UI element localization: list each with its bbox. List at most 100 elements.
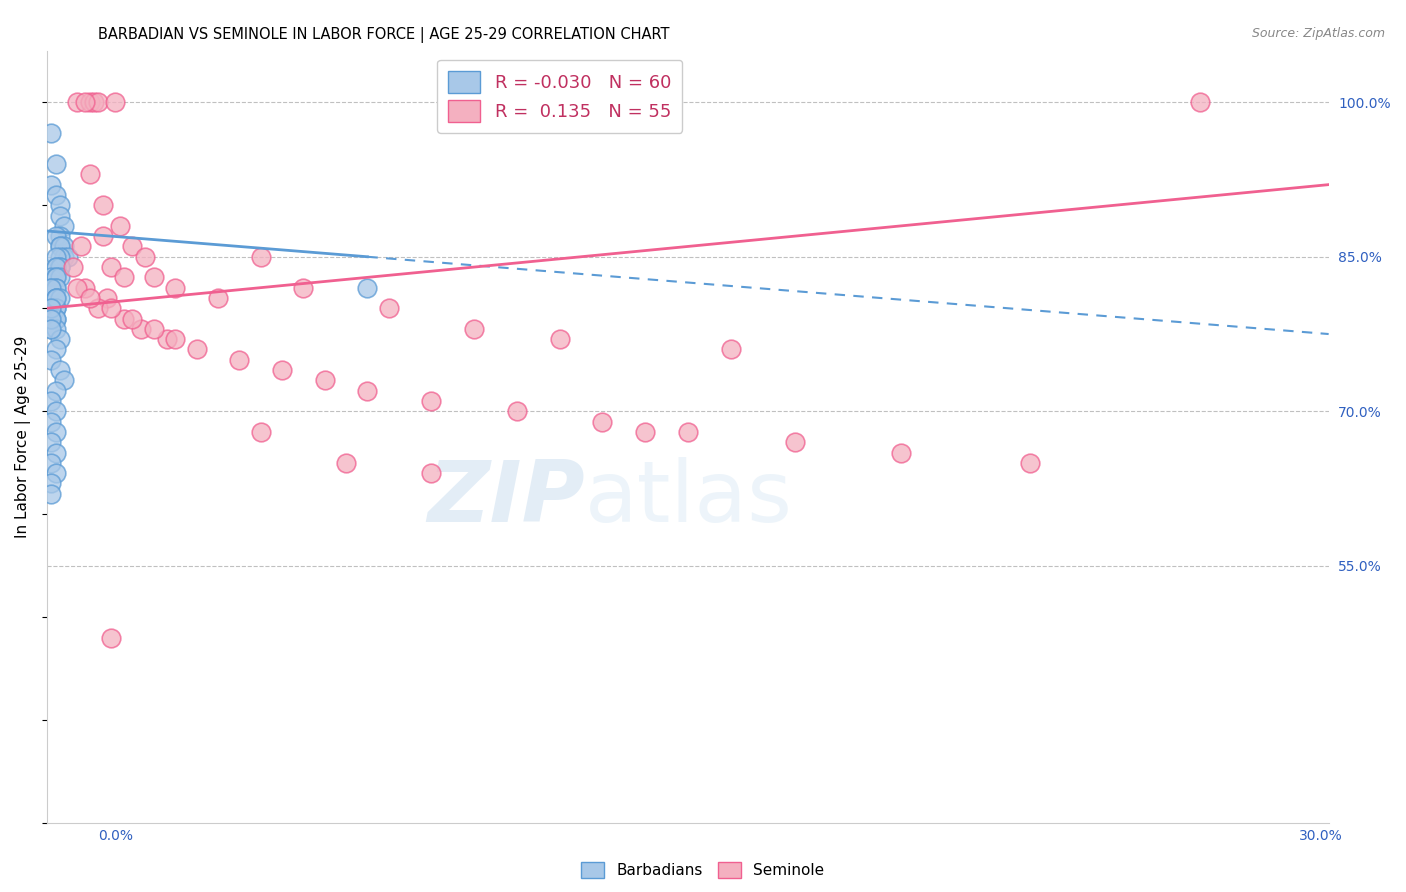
Point [49,239,72,253]
Point [890,445,912,459]
Point [66,281,89,295]
Point [44,291,66,305]
Point [44,384,66,398]
Point [44,311,66,326]
Point [96,291,118,305]
Point [463,322,485,336]
Point [53,373,76,387]
Legend: Barbadians, Seminole: Barbadians, Seminole [575,856,831,884]
Text: Source: ZipAtlas.com: Source: ZipAtlas.com [1251,27,1385,40]
Point [104,95,127,110]
Point [83,95,105,110]
Point [87,301,110,316]
Point [100,260,122,274]
Point [112,270,135,285]
Point [49,270,72,285]
Point [39,178,62,192]
Text: ZIP: ZIP [427,458,585,541]
Point [335,456,357,470]
Point [207,291,229,305]
Point [39,487,62,501]
Point [87,95,110,110]
Point [44,291,66,305]
Point [134,250,156,264]
Point [356,281,378,295]
Point [49,239,72,253]
Point [676,425,699,439]
Point [44,343,66,357]
Point [91,229,114,244]
Point [249,250,271,264]
Point [591,415,613,429]
Point [39,301,62,316]
Point [142,322,165,336]
Point [91,198,114,212]
Point [39,456,62,470]
Point [44,291,66,305]
Point [39,311,62,326]
Point [356,384,378,398]
Point [165,332,187,346]
Point [165,281,187,295]
Point [548,332,571,346]
Point [49,260,72,274]
Point [420,466,443,480]
Point [39,352,62,367]
Point [44,322,66,336]
Point [44,404,66,418]
Point [39,281,62,295]
Point [49,229,72,244]
Text: 30.0%: 30.0% [1299,829,1343,843]
Point [44,270,66,285]
Point [108,219,131,233]
Point [39,311,62,326]
Point [62,260,84,274]
Point [49,198,72,212]
Point [39,322,62,336]
Point [44,311,66,326]
Point [39,301,62,316]
Point [129,322,152,336]
Point [44,250,66,264]
Point [112,311,135,326]
Point [155,332,177,346]
Point [49,332,72,346]
Point [44,301,66,316]
Text: 0.0%: 0.0% [98,829,134,843]
Point [186,343,208,357]
Point [292,281,315,295]
Point [1189,95,1212,110]
Point [1018,456,1040,470]
Point [53,250,76,264]
Point [66,95,89,110]
Point [49,363,72,377]
Point [39,394,62,409]
Point [377,301,399,316]
Point [39,281,62,295]
Point [44,229,66,244]
Point [53,219,76,233]
Point [53,239,76,253]
Point [39,270,62,285]
Point [44,188,66,202]
Point [228,352,250,367]
Point [420,394,443,409]
Point [75,95,97,110]
Point [49,260,72,274]
Point [121,311,143,326]
Point [58,250,80,264]
Point [75,281,97,295]
Point [44,466,66,480]
Point [783,435,806,450]
Point [121,239,143,253]
Point [44,281,66,295]
Point [44,281,66,295]
Point [79,95,101,110]
Point [720,343,742,357]
Point [39,435,62,450]
Point [44,301,66,316]
Point [634,425,657,439]
Point [79,167,101,181]
Text: atlas: atlas [585,458,793,541]
Point [39,476,62,491]
